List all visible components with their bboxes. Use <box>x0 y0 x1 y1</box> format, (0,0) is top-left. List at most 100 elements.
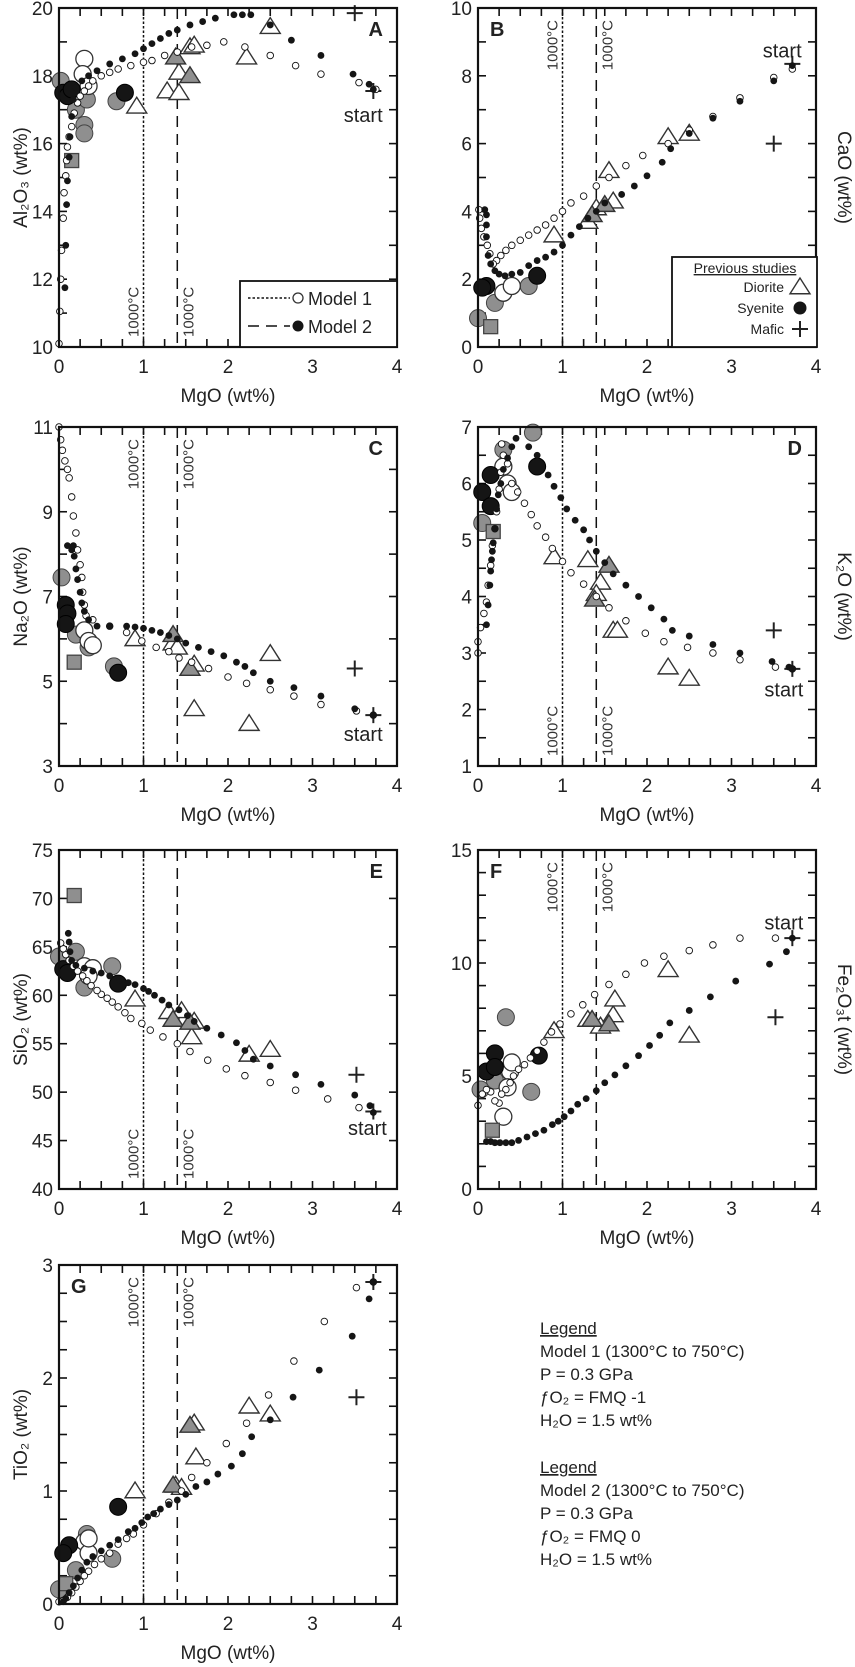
legend-syenite: Syenite <box>737 300 784 316</box>
syenite-point <box>528 457 547 476</box>
legend-model-1: Model 1 <box>308 289 372 309</box>
model1-point <box>69 512 78 520</box>
model1-point <box>736 934 744 942</box>
model2-point <box>504 454 511 462</box>
series-grey-square <box>483 319 499 335</box>
panel-g: 0 1 2 3 4 0 1 2 3 MgO (wt%) TiO₂ (wt%) 1000°C 1000°C… <box>11 1256 403 1664</box>
model1-point <box>114 65 122 73</box>
y-axis-title: CaO (wt%) <box>833 131 854 224</box>
y-tick-label: 4 <box>461 588 472 609</box>
model1-point <box>60 189 68 197</box>
model2-point <box>317 1080 325 1088</box>
model2-point <box>576 223 583 231</box>
model1-point <box>97 1555 105 1563</box>
model1-point <box>709 649 717 657</box>
studies-legend: Previous studies Diorite Syenite Mafic <box>671 256 818 348</box>
x-tick-label: 0 <box>54 776 65 797</box>
model1-point <box>558 557 567 566</box>
x-tick-label: 4 <box>392 357 403 378</box>
model1-point <box>527 510 535 519</box>
model1-point <box>540 1038 548 1046</box>
model2-point <box>515 1137 522 1144</box>
model1-point <box>526 1054 535 1062</box>
x-tick-label: 1 <box>138 357 149 378</box>
model2-point <box>618 191 626 198</box>
model2-point <box>85 72 92 80</box>
temperature-label: 1000°C <box>545 706 562 756</box>
model2-point <box>124 979 132 987</box>
model1-point <box>660 637 668 646</box>
model2-point <box>207 648 215 655</box>
model2-point <box>494 491 502 499</box>
y-tick-label: 11 <box>33 418 53 439</box>
model1-point <box>323 1095 332 1103</box>
model2-point <box>65 153 73 161</box>
legend-line: H₂O = 1.5 wt% <box>540 1411 652 1430</box>
open-circle-point <box>494 1107 513 1126</box>
y-tick-label: 0 <box>42 1595 53 1616</box>
diorite-grey-point <box>161 1475 185 1493</box>
model2-point <box>165 1501 173 1508</box>
model1-point <box>352 1283 361 1292</box>
open-circle-point <box>83 636 102 655</box>
y-tick-label: 70 <box>32 889 53 910</box>
model1-point <box>78 972 87 980</box>
model2-point <box>266 1416 274 1424</box>
model1-point <box>639 151 647 160</box>
diorite-grey-point <box>597 1013 621 1032</box>
model2-point <box>89 1553 97 1560</box>
legend-diorite: Diorite <box>744 279 785 295</box>
x-tick-label: 1 <box>557 1199 568 1220</box>
model2-point <box>592 1087 600 1095</box>
model1-point <box>771 663 780 671</box>
start-label: start <box>763 40 802 62</box>
x-axis-title: MgO (wt%) <box>181 386 276 407</box>
start-label: start <box>344 105 383 127</box>
model2-point <box>709 114 717 122</box>
x-tick-label: 1 <box>138 776 149 797</box>
temperature-label: 1000°C <box>599 706 616 756</box>
model2-point <box>165 1001 173 1009</box>
model2-point <box>488 547 496 555</box>
model1-point <box>127 61 135 70</box>
model2-point <box>512 434 520 442</box>
model1-point <box>605 173 613 182</box>
model2-point <box>706 993 714 1001</box>
model1-point <box>165 647 173 656</box>
model2-point <box>658 158 666 166</box>
model2-point <box>72 84 80 92</box>
model1-point <box>127 1014 135 1023</box>
x-tick-label: 1 <box>138 1199 149 1220</box>
y-axis-title: TiO₂ (wt%) <box>11 1389 32 1480</box>
x-tick-label: 3 <box>307 1199 318 1220</box>
model1-point <box>76 560 84 569</box>
open-circle-icon <box>292 292 304 304</box>
model1-point <box>520 1060 529 1069</box>
model1-point <box>80 87 89 95</box>
y-tick-label: 6 <box>461 475 472 496</box>
model1-point <box>187 43 196 51</box>
x-tick-label: 4 <box>811 357 822 378</box>
x-tick-label: 3 <box>726 776 737 797</box>
model2-point <box>64 929 72 937</box>
temperature-label: 1000°C <box>599 862 616 912</box>
model2-point <box>203 1478 211 1486</box>
model2-point <box>69 1582 77 1590</box>
model2-point <box>238 11 246 19</box>
model2-point <box>66 133 74 141</box>
model2-point <box>516 269 524 276</box>
model2-point <box>148 627 156 634</box>
model2-point <box>574 1100 582 1108</box>
model1-point <box>108 998 116 1006</box>
model2-point <box>290 684 298 692</box>
model2-point <box>736 97 744 105</box>
x-tick-label: 2 <box>642 776 653 797</box>
model2-point <box>532 1130 539 1138</box>
model2-point <box>317 692 325 700</box>
model2-point <box>493 505 500 513</box>
model2-point <box>560 1113 568 1121</box>
start-label: start <box>764 680 803 702</box>
diorite-point <box>656 656 680 675</box>
model2-point <box>238 1450 246 1458</box>
